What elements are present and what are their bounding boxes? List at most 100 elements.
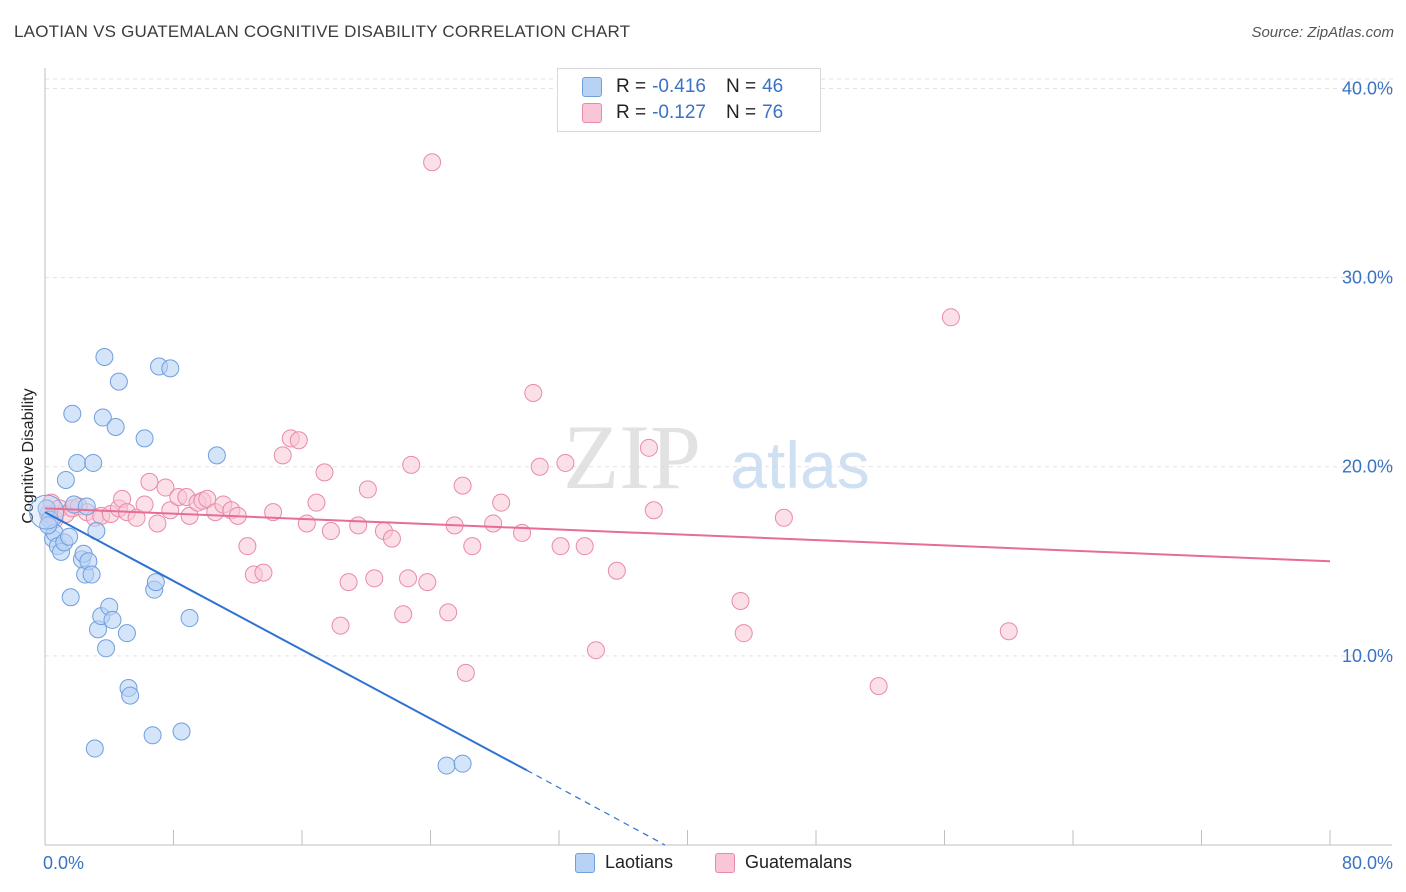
guatemalans-point — [731, 592, 750, 611]
laotians-point — [85, 739, 104, 758]
watermark-zip: ZIP — [563, 406, 701, 508]
laotians-trend-line — [44, 511, 528, 772]
guatemalans-point — [530, 457, 549, 476]
watermark: ZIP atlas — [563, 406, 870, 508]
laotians-point — [103, 610, 122, 629]
y-tick-label: 30.0% — [1342, 268, 1393, 288]
guatemalans-point — [382, 529, 401, 548]
guatemalans-point — [456, 663, 475, 682]
laotians-point — [117, 624, 136, 643]
legend-row-guatemalans: R = -0.127 N = 76 — [582, 101, 783, 125]
guatemalans-point — [180, 506, 199, 525]
axes — [44, 68, 1392, 846]
laotians-legend-swatch — [575, 852, 595, 873]
laotians-point — [60, 527, 79, 546]
guatemalans-point — [315, 463, 334, 482]
laotians-point — [61, 588, 80, 607]
guatemalans-point — [607, 561, 626, 580]
legend-item-laotians[interactable]: Laotians — [575, 852, 673, 873]
guatemalans-point — [198, 489, 217, 508]
laotians-point — [95, 348, 114, 367]
chart-title: LAOTIAN VS GUATEMALAN COGNITIVE DISABILI… — [14, 22, 631, 41]
r-value: -0.127 — [652, 102, 706, 123]
laotians-point — [172, 722, 191, 741]
legend-label-laotians: Laotians — [605, 852, 674, 872]
source-credit: Source: ZipAtlas.com — [1251, 24, 1394, 41]
guatemalans-point — [349, 516, 368, 535]
guatemalans-point — [402, 455, 421, 474]
guatemalans-point — [321, 522, 340, 541]
r-label: R = — [616, 102, 647, 123]
legend-label-guatemalans: Guatemalans — [745, 852, 853, 872]
watermark-atlas: atlas — [730, 428, 869, 502]
stats-legend: R = -0.416 N = 46 R = -0.127 N = 76 — [557, 68, 821, 132]
tick-labels: 10.0% 20.0% 30.0% 40.0% 0.0% 80.0% — [43, 78, 1393, 873]
laotians-trend-extension — [526, 769, 666, 846]
guatemalans-point — [254, 563, 273, 582]
guatemalans-point — [774, 508, 793, 527]
guatemalans-point — [439, 603, 458, 622]
x-tick-label: 0.0% — [43, 853, 84, 873]
guatemalans-swatch — [582, 103, 602, 123]
guatemalans-point — [734, 624, 753, 643]
laotians-point — [161, 359, 180, 378]
trend-lines — [44, 507, 1331, 846]
laotians-point — [121, 686, 140, 705]
x-tick-label: 80.0% — [1342, 853, 1393, 873]
laotians-point — [146, 573, 165, 592]
guatemalans-point — [127, 508, 146, 527]
guatemalans-point — [869, 677, 888, 696]
n-label: N = — [725, 76, 757, 97]
guatemalans-point — [238, 537, 257, 556]
r-label: R = — [616, 76, 647, 97]
n-label: N = — [725, 102, 757, 123]
guatemalans-point — [418, 573, 437, 592]
guatemalans-point — [156, 478, 175, 497]
guatemalans-point — [484, 514, 503, 533]
legend-row-laotians: R = -0.416 N = 46 — [582, 75, 783, 99]
laotians-point — [97, 639, 116, 658]
guatemalans-point — [463, 537, 482, 556]
guatemalans-point — [358, 480, 377, 499]
guatemalans-point — [399, 569, 418, 588]
guatemalans-point — [644, 501, 663, 520]
guatemalans-point — [331, 616, 350, 635]
laotians-point — [135, 429, 154, 448]
y-tick-label: 20.0% — [1342, 457, 1393, 477]
laotians-point — [207, 446, 226, 465]
guatemalans-point — [339, 573, 358, 592]
guatemalans-point — [639, 438, 658, 457]
legend-item-guatemalans[interactable]: Guatemalans — [715, 852, 852, 873]
laotians-point — [180, 609, 199, 628]
series-legend: Laotians Guatemalans — [0, 852, 1406, 878]
laotians-points — [29, 348, 472, 775]
guatemalans-point — [297, 514, 316, 533]
n-value: 76 — [762, 102, 784, 123]
guatemalans-point — [556, 453, 575, 472]
guatemalans-point — [140, 472, 159, 491]
laotians-point — [93, 408, 112, 427]
guatemalans-point — [307, 493, 326, 512]
guatemalans-point — [289, 431, 308, 450]
guatemalans-point — [135, 495, 154, 514]
guatemalans-point — [524, 383, 543, 402]
guatemalans-point — [264, 503, 283, 522]
laotians-point — [82, 565, 101, 584]
laotians-point — [68, 453, 87, 472]
laotians-point — [63, 404, 82, 423]
guatemalans-point — [551, 537, 570, 556]
guatemalans-point — [423, 153, 442, 172]
laotians-point — [106, 418, 125, 437]
guatemalans-trend-line — [44, 507, 1331, 563]
laotians-point — [143, 726, 162, 745]
y-tick-label: 40.0% — [1342, 78, 1393, 98]
n-value: 46 — [762, 76, 784, 97]
laotians-point — [109, 372, 128, 391]
guatemalans-point — [586, 641, 605, 660]
guatemalans-point — [365, 569, 384, 588]
r-value: -0.416 — [652, 76, 706, 97]
y-tick-label: 10.0% — [1342, 646, 1393, 666]
guatemalans-point — [148, 514, 167, 533]
laotians-point — [77, 497, 96, 516]
